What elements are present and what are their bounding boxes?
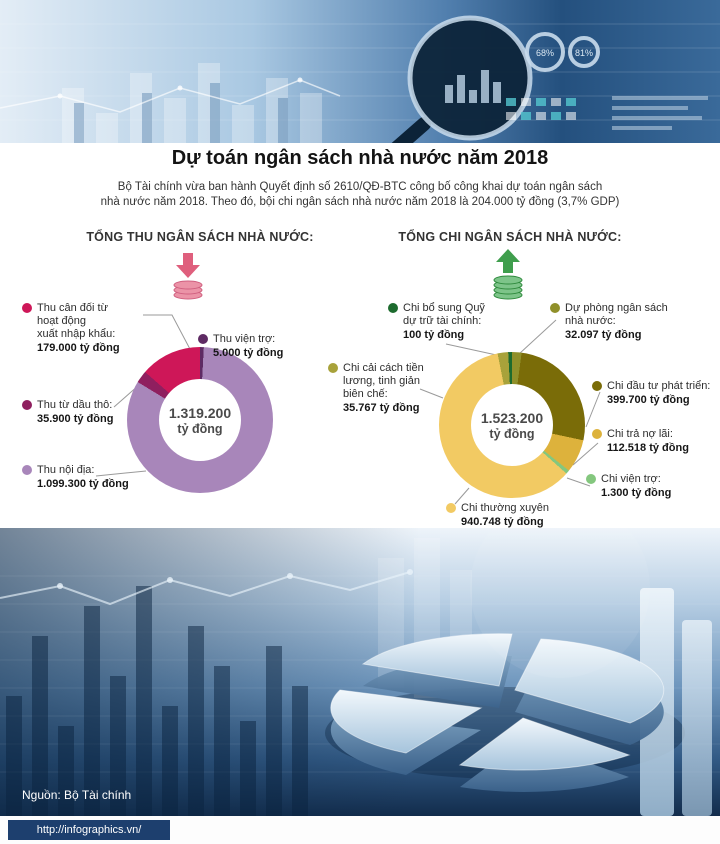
revenue-total-value: 1.319.200 [168,404,232,421]
expenditure-total-value: 1.523.200 [480,409,544,426]
footer-bar: http://infographics.vn/ [0,816,720,844]
background-photo-3d-pie [0,528,720,816]
legend-label: Chi bổ sung Quỹ [403,302,485,314]
expenditure-section-heading: TỔNG CHI NGÂN SÁCH NHÀ NƯỚC: [398,230,622,244]
legend-dot [388,303,398,313]
legend-dot [22,400,32,410]
legend-label: Thu cân đối từ [37,302,108,314]
donut-decoration-left [525,32,565,72]
legend-expense-interest-payment: Chi trả nợ lãi: 112.518 tỷ đồng [592,428,720,455]
page-title: Dự toán ngân sách nhà nước năm 2018 [171,147,549,169]
legend-dot [592,429,602,439]
legend-dot [198,334,208,344]
legend-dot [328,363,338,373]
legend-revenue-aid: Thu viện trợ: 5.000 tỷ đồng [198,333,323,360]
legend-label: Dự phòng ngân sách [565,302,668,314]
legend-value: 112.518 tỷ đồng [607,442,689,454]
legend-value: 35.767 tỷ đồng [343,402,420,414]
expenditure-total-unit: tỷ đồng [489,426,535,441]
revenue-down-arrow-coins-icon [173,253,203,300]
legend-label: biên chế: [343,388,388,400]
legend-value: 35.900 tỷ đồng [37,413,114,425]
legend-label: Thu viện trợ: [213,333,276,345]
revenue-section-heading: TỔNG THU NGÂN SÁCH NHÀ NƯỚC: [86,230,314,244]
legend-dot [446,503,456,513]
expenditure-total: 1.523.200 tỷ đồng [471,384,553,466]
header-percent-left: 68% [536,48,554,58]
legend-dot [586,474,596,484]
header-percent-right: 81% [575,48,593,58]
footer-url-link[interactable]: http://infographics.vn/ [8,820,170,840]
legend-expense-reserve-fund: Chi bổ sung Quỹ dự trữ tài chính: 100 tỷ… [388,302,523,342]
intro-line-1: Bộ Tài chính vừa ban hành Quyết định số … [117,181,603,193]
legend-revenue-crude-oil: Thu từ dầu thô: 35.900 tỷ đồng [22,399,157,426]
legend-value: 5.000 tỷ đồng [213,347,284,359]
revenue-total-unit: tỷ đồng [177,421,223,436]
legend-expense-salary-reform: Chi cải cách tiền lương, tinh giản biên … [328,362,458,415]
intro-line-2: nhà nước năm 2018. Theo đó, bội chi ngân… [100,196,620,208]
donut-decoration-right [568,36,600,68]
legend-value: 179.000 tỷ đồng [37,342,120,354]
legend-label: Chi cải cách tiền [343,362,424,374]
source-credit: Nguồn: Bộ Tài chính [22,788,132,802]
legend-value: 1.300 tỷ đồng [601,487,672,499]
revenue-total: 1.319.200 tỷ đồng [159,379,241,461]
legend-revenue-import-export: Thu cân đối từ hoạt động xuất nhập khẩu:… [22,302,157,355]
legend-label: Thu nội địa: [37,464,95,476]
legend-value: 1.099.300 tỷ đồng [37,478,129,490]
legend-expense-development-investment: Chi đầu tư phát triển: 399.700 tỷ đồng [592,380,720,407]
legend-expense-aid: Chi viện trợ: 1.300 tỷ đồng [586,473,711,500]
revenue-donut-chart: 1.319.200 tỷ đồng [127,347,273,493]
legend-label: lương, tinh giản [343,375,420,387]
legend-value: 399.700 tỷ đồng [607,394,690,406]
legend-label: Chi trả nợ lãi: [607,428,673,440]
magnifier-icon [391,15,533,143]
legend-value: 32.097 tỷ đồng [565,329,642,341]
legend-dot [22,465,32,475]
legend-value: 100 tỷ đồng [403,329,465,341]
legend-label: nhà nước: [565,315,616,327]
legend-revenue-domestic: Thu nội địa: 1.099.300 tỷ đồng [22,464,167,491]
legend-label: Chi thường xuyên [461,502,549,514]
expenditure-donut-chart: 1.523.200 tỷ đồng [439,352,585,498]
legend-expense-contingency: Dự phòng ngân sách nhà nước: 32.097 tỷ đ… [550,302,705,342]
header-collage: 68% 81% [0,0,720,143]
legend-dot [550,303,560,313]
legend-value: 940.748 tỷ đồng [461,516,544,528]
expenditure-up-arrow-coins-icon [493,249,523,300]
legend-label: Chi đầu tư phát triển: [607,380,711,392]
legend-label: Chi viện trợ: [601,473,661,485]
legend-dot [22,303,32,313]
squares-grid-decoration [506,98,576,120]
legend-expense-recurrent: Chi thường xuyên 940.748 tỷ đồng [446,502,591,529]
intro-paragraph: Bộ Tài chính vừa ban hành Quyết định số … [0,180,720,210]
legend-label: Thu từ dầu thô: [37,399,113,411]
legend-label: dự trữ tài chính: [403,315,482,327]
legend-dot [592,381,602,391]
legend-label: xuất nhập khẩu: [37,328,116,340]
legend-label: hoạt động [37,315,86,327]
